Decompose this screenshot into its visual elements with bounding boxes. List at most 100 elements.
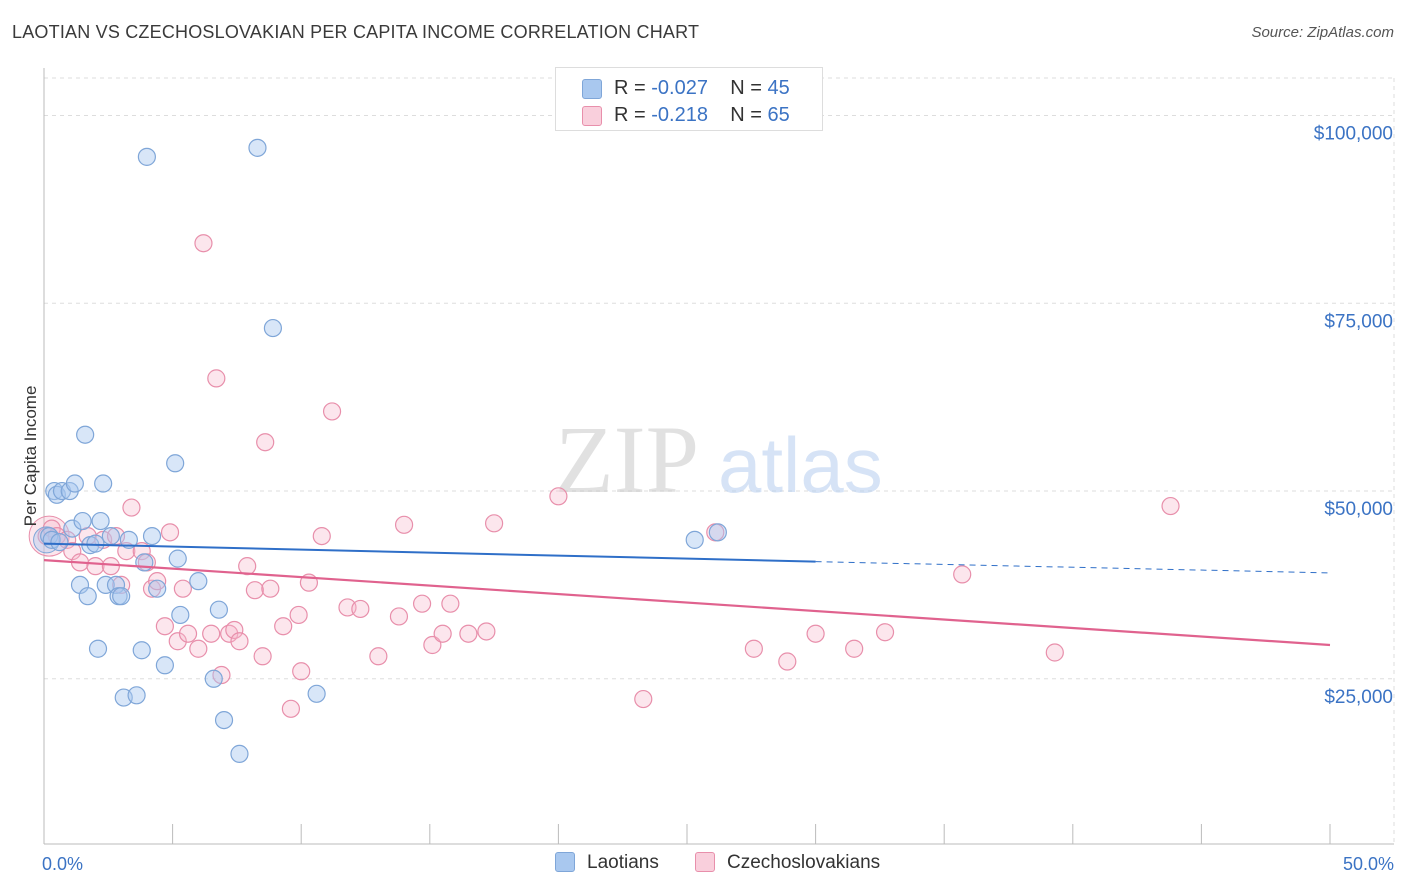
data-point-laotians [155, 656, 174, 675]
watermark-atlas: atlas [718, 421, 883, 509]
data-point-czechoslovakians [155, 617, 174, 636]
data-point-czechoslovakians [178, 624, 198, 643]
data-point-laotians [135, 553, 154, 572]
data-point-laotians [86, 534, 105, 553]
data-point-laotians [171, 605, 190, 625]
data-point-laotians [263, 318, 283, 338]
data-point-czechoslovakians [778, 652, 797, 671]
data-point-laotians [204, 669, 223, 688]
czechoslovakians-points [28, 234, 1180, 718]
data-point-czechoslovakians [845, 639, 864, 658]
data-point-czechoslovakians [101, 557, 120, 576]
legend-row-czechoslovakians: R = -0.218 N = 65 [556, 101, 822, 129]
legend-swatch-pink [695, 852, 715, 872]
data-point-czechoslovakians [634, 689, 653, 709]
data-point-laotians [166, 454, 185, 473]
data-point-czechoslovakians [261, 579, 280, 598]
data-point-laotians [76, 425, 95, 444]
data-point-laotians [209, 600, 228, 619]
data-point-laotians [119, 530, 138, 549]
data-point-czechoslovakians [256, 433, 275, 452]
trend-line-laotians [43, 542, 816, 563]
y-tick-label: $100,000 [1314, 124, 1393, 145]
data-point-laotians [63, 519, 82, 538]
legend-label-laotians: Laotians [587, 852, 659, 873]
watermark: ZIP atlas [555, 406, 883, 513]
data-point-laotians [112, 587, 131, 606]
laotians-points [33, 138, 727, 763]
data-point-czechoslovakians [245, 581, 265, 600]
data-point-czechoslovakians [1161, 496, 1180, 516]
data-point-czechoslovakians [281, 699, 301, 718]
data-point-czechoslovakians [389, 607, 409, 626]
chart-title: LAOTIAN VS CZECHOSLOVAKIAN PER CAPITA IN… [12, 22, 700, 42]
data-point-laotians [142, 526, 162, 546]
legend-n-label: N = [730, 77, 768, 99]
data-point-laotians [101, 526, 120, 546]
data-point-laotians [106, 575, 126, 595]
data-point-czechoslovakians [189, 639, 208, 658]
trend-lines [43, 542, 1331, 647]
legend-r-label: R = [614, 104, 652, 126]
data-point-laotians [96, 575, 115, 595]
data-point-czechoslovakians [459, 624, 478, 643]
axes [43, 68, 1394, 845]
data-point-laotians [127, 686, 146, 705]
trend-line-czechoslovakians [43, 559, 1331, 647]
data-point-czechoslovakians [806, 624, 825, 643]
data-point-czechoslovakians [160, 523, 180, 542]
data-point-czechoslovakians [433, 624, 452, 643]
data-point-czechoslovakians [412, 594, 432, 613]
data-point-laotians [230, 744, 249, 763]
data-point-czechoslovakians [441, 594, 460, 613]
data-point-czechoslovakians [253, 647, 272, 666]
correlation-legend: R = -0.027 N = 45 R = -0.218 N = 65 [555, 67, 823, 131]
x-tick-label: 0.0% [42, 854, 83, 874]
data-point-czechoslovakians [477, 622, 496, 641]
data-point-laotians [78, 587, 97, 606]
legend-label-czechoslovakians: Czechoslovakians [727, 852, 881, 873]
data-point-czechoslovakians [394, 515, 414, 534]
data-point-czechoslovakians [274, 617, 293, 636]
data-point-czechoslovakians [292, 662, 311, 681]
data-point-laotians [148, 579, 167, 598]
data-point-laotians [168, 549, 187, 568]
legend-r-value: -0.218 [651, 104, 708, 126]
data-point-czechoslovakians [168, 632, 187, 651]
data-point-laotians [708, 523, 727, 542]
data-point-laotians-cluster [33, 526, 61, 554]
data-point-czechoslovakians [117, 542, 136, 561]
legend-swatch-blue [555, 852, 575, 872]
legend-r-value: -0.027 [651, 77, 708, 99]
data-point-czechoslovakians [875, 623, 895, 642]
data-point-czechoslovakians [122, 498, 141, 517]
data-point-laotians [132, 641, 151, 660]
legend-r-label: R = [614, 77, 652, 99]
data-point-czechoslovakians [289, 605, 308, 625]
data-point-czechoslovakians [173, 579, 192, 598]
data-point-laotians [94, 474, 113, 493]
data-point-laotians [685, 530, 704, 549]
data-point-czechoslovakians [148, 572, 167, 591]
y-axis-label: Per Capita Income [21, 386, 40, 527]
data-point-laotians [189, 572, 208, 591]
data-point-laotians [73, 511, 92, 531]
data-point-czechoslovakians [312, 526, 331, 546]
data-point-czechoslovakians [225, 620, 244, 640]
legend-row-laotians: R = -0.027 N = 45 [556, 74, 822, 102]
data-point-czechoslovakians [423, 635, 442, 655]
watermark-zip: ZIP [555, 406, 699, 513]
data-point-laotians [50, 533, 69, 552]
y-tick-label: $25,000 [1324, 687, 1393, 708]
data-point-laotians [65, 474, 84, 493]
data-point-czechoslovakians [549, 487, 568, 506]
series-legend: Laotians Czechoslovakians [0, 850, 1406, 878]
data-point-laotians [214, 710, 234, 730]
legend-n-label: N = [730, 104, 768, 126]
data-point-czechoslovakians [207, 369, 226, 388]
legend-n-value: 45 [767, 77, 790, 99]
data-point-czechoslovakians [1045, 643, 1064, 662]
tick-labels: $25,000 $50,000 $75,000 $100,000 0.0% 50.0% [42, 124, 1394, 874]
data-point-czechoslovakians [744, 639, 763, 658]
